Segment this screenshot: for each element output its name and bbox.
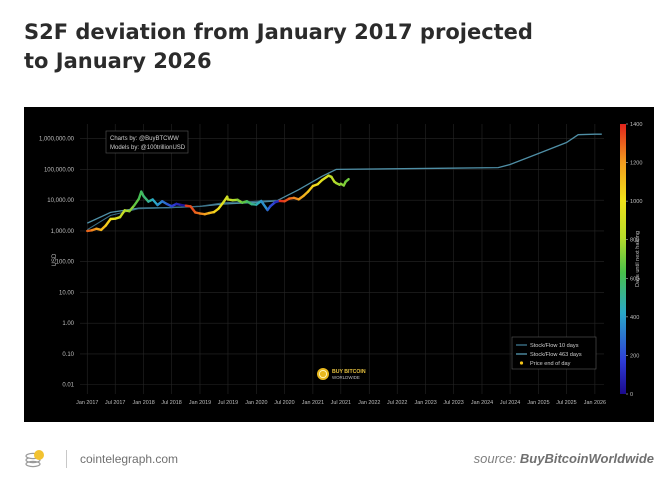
source-prefix: source: — [473, 451, 517, 466]
price-segment — [104, 217, 112, 227]
colorbar-tick-label: 800 — [630, 238, 639, 244]
price-segment — [217, 201, 225, 210]
annotation-line-1: Charts by: @BuyBTCWW — [110, 136, 179, 142]
colorbar-tick-label: 400 — [630, 315, 639, 321]
price-segment — [142, 194, 150, 203]
y-tick-label: 1,000.00 — [51, 229, 75, 235]
price-segment — [259, 199, 269, 212]
legend-label-price: Price end of day — [530, 361, 571, 367]
series-layer — [86, 133, 602, 233]
cointelegraph-logo-icon — [25, 450, 44, 468]
watermark-line-1: BUY BITCOIN — [332, 369, 366, 375]
x-tick-label: Jan 2020 — [245, 400, 267, 406]
colorbar-label: Days until next halving — [635, 231, 641, 287]
price-segment — [320, 174, 330, 182]
x-tick-label: Jan 2021 — [302, 400, 324, 406]
series-line-stock-flow-10 — [87, 199, 277, 231]
x-tick-label: Jul 2021 — [331, 400, 351, 406]
title-line-1: S2F deviation from January 2017 projecte… — [24, 20, 533, 44]
colorbar-tick-label: 600 — [630, 276, 639, 282]
page-title: S2F deviation from January 2017 projecte… — [24, 18, 584, 76]
price-segment — [189, 205, 197, 214]
x-tick-label: Jul 2018 — [161, 400, 181, 406]
x-tick-label: Jan 2023 — [415, 400, 437, 406]
x-tick-label: Jan 2022 — [358, 400, 380, 406]
x-tick-label: Jul 2024 — [500, 400, 520, 406]
y-tick-label: 100.00 — [56, 260, 75, 266]
source-credit: source: BuyBitcoinWorldwide — [474, 451, 654, 466]
price-segment — [128, 204, 136, 213]
source-name: BuyBitcoinWorldwide — [519, 451, 654, 466]
y-tick-label: 0.10 — [62, 352, 74, 358]
legend-label-stock-flow-10: Stock/Flow 10 days — [530, 343, 579, 349]
footer: cointelegraph.com source: BuyBitcoinWorl… — [24, 447, 654, 473]
colorbar-tick-label: 200 — [630, 353, 639, 359]
colorbar-tick-label: 1400 — [630, 122, 642, 128]
y-axis: 1,000,000.00 100,000.00 10,000.00 1,000.00 1… — [39, 137, 75, 389]
annotation-line-2: Models by: @100trillionUSD — [110, 145, 186, 151]
y-tick-label: 100,000.00 — [44, 167, 75, 173]
legend-swatch-price — [519, 361, 524, 365]
gridlines — [80, 124, 604, 394]
x-tick-label: Jul 2017 — [105, 400, 125, 406]
annotation-box: Charts by: @BuyBTCWW Models by: @100tril… — [105, 130, 189, 154]
site-link[interactable]: cointelegraph.com — [80, 452, 179, 466]
price-segment — [344, 177, 350, 183]
watermark-logo: BUY BITCOIN WORLDWIDE — [317, 368, 366, 380]
colorbar-tick-label: 1000 — [630, 199, 642, 205]
y-axis-label: USD — [52, 253, 58, 266]
colorbar-tick-label: 0 — [630, 392, 633, 398]
x-tick-label: Jul 2022 — [387, 400, 407, 406]
legend: Stock/Flow 10 days Stock/Flow 463 days P… — [511, 336, 597, 370]
title-line-2: to January 2026 — [24, 49, 212, 73]
price-segment — [132, 197, 141, 207]
x-tick-label: Jul 2023 — [443, 400, 463, 406]
y-tick-label: 10,000.00 — [47, 198, 74, 204]
price-segment — [151, 198, 159, 207]
watermark-line-2: WORLDWIDE — [332, 375, 360, 380]
legend-label-stock-flow-463: Stock/Flow 463 days — [530, 352, 582, 358]
x-tick-label: Jan 2024 — [471, 400, 493, 406]
price-segment — [118, 209, 127, 219]
x-tick-label: Jul 2019 — [218, 400, 238, 406]
footer-separator — [66, 450, 67, 468]
y-tick-label: 10.00 — [59, 290, 75, 296]
x-tick-label: Jul 2020 — [274, 400, 294, 406]
x-tick-label: Jan 2025 — [527, 400, 549, 406]
plot-area-background — [24, 107, 654, 422]
colorbar-gradient — [620, 124, 626, 394]
x-tick-label: Jan 2018 — [133, 400, 155, 406]
x-axis: Jan 2017 Jul 2017 Jan 2018 Jul 2018 Jan 2019… — [76, 400, 606, 406]
legend-box — [511, 336, 597, 370]
colorbar: Days until next halving 0 200 400 600 800 100… — [620, 122, 642, 398]
s2f-chart: 1,000,000.00 100,000.00 10,000.00 1,000.00 1… — [24, 107, 654, 422]
chart-panel: 1,000,000.00 100,000.00 10,000.00 1,000.00 1… — [24, 107, 654, 422]
x-tick-label: Jan 2019 — [189, 400, 211, 406]
price-segment — [306, 184, 315, 193]
y-tick-label: 0.01 — [62, 383, 74, 389]
watermark-coin-icon — [317, 368, 329, 380]
x-tick-label: Jan 2017 — [76, 400, 98, 406]
x-tick-label: Jan 2026 — [584, 400, 606, 406]
x-tick-label: Jul 2025 — [556, 400, 576, 406]
y-tick-label: 1,000,000.00 — [39, 137, 75, 143]
colorbar-tick-label: 1200 — [630, 161, 642, 167]
y-tick-label: 1.00 — [62, 321, 74, 327]
